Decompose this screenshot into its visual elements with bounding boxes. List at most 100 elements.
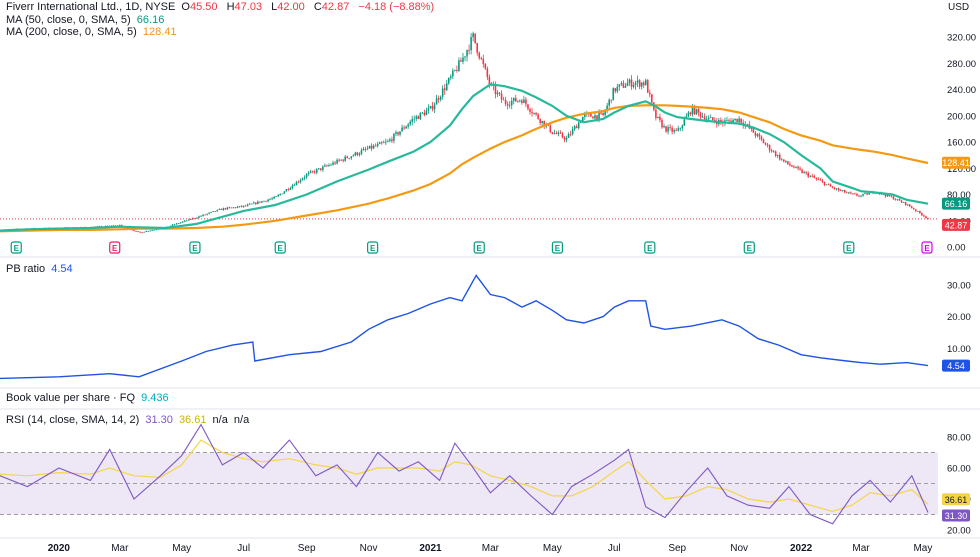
ma200-line xyxy=(0,104,929,233)
price-candle-body xyxy=(342,159,344,161)
price-candle-body xyxy=(441,88,444,97)
price-candle-body xyxy=(336,159,338,164)
rsi-value: 31.30 xyxy=(145,414,173,426)
price-candle-body xyxy=(730,120,732,123)
price-candle-body xyxy=(445,83,448,91)
price-candle-body xyxy=(917,211,919,212)
price-candle-body xyxy=(248,203,251,205)
price-candle-body xyxy=(143,231,145,233)
price-candle-body xyxy=(409,121,411,125)
price-candle-body xyxy=(494,86,497,95)
rsi-ma-line xyxy=(0,439,929,513)
earnings-marker-icon xyxy=(551,241,564,254)
price-candle-body xyxy=(701,116,704,118)
price-candle-body xyxy=(563,137,566,140)
earnings-marker-icon xyxy=(189,241,201,254)
price-candle-body xyxy=(218,209,221,210)
price-candle-body xyxy=(754,132,757,136)
price-candle-body xyxy=(683,119,686,126)
price-candle-body xyxy=(541,120,543,123)
price-candle-body xyxy=(271,198,273,200)
price-candle-body xyxy=(598,112,600,119)
price-candle-body xyxy=(472,33,474,38)
price-candle-body xyxy=(565,137,568,140)
price-candle-body xyxy=(628,79,631,83)
price-candle-body xyxy=(301,178,304,181)
price-candle-body xyxy=(246,204,249,206)
price-candle-body xyxy=(705,119,708,121)
price-candle-body xyxy=(590,113,592,117)
price-candle-body xyxy=(468,50,470,51)
price-candle-body xyxy=(226,207,229,210)
x-axis-tick: Jul xyxy=(237,543,250,554)
price-candle-body xyxy=(344,156,347,161)
price-candle-body xyxy=(569,134,572,135)
open-value: 45.50 xyxy=(189,1,218,13)
price-candle-body xyxy=(224,208,227,210)
price-candle-body xyxy=(797,166,799,169)
price-candle-body xyxy=(890,196,893,198)
bv-value: 9.436 xyxy=(141,392,169,404)
price-candle-body xyxy=(464,56,466,58)
price-candle-body xyxy=(831,186,834,188)
price-candle-body xyxy=(740,118,742,123)
price-candle-body xyxy=(581,116,584,122)
price-candle-body xyxy=(196,217,198,219)
price-candle-body xyxy=(567,134,570,138)
price-candle-body xyxy=(443,88,446,91)
x-axis-tick: 2022 xyxy=(790,543,813,554)
price-candle-body xyxy=(387,141,389,142)
price-candle-body xyxy=(602,112,604,115)
price-candle-body xyxy=(547,124,550,126)
price-candle-body xyxy=(380,142,383,144)
price-candle-body xyxy=(305,174,308,178)
pb-legend: PB ratio 4.54 xyxy=(6,263,76,276)
price-candle-body xyxy=(484,63,487,69)
price-candle-body xyxy=(659,116,661,121)
price-candle-body xyxy=(799,168,801,170)
ma50-label: MA (50, close, 0, SMA, 5) xyxy=(6,14,131,26)
price-candle-body xyxy=(785,161,787,162)
price-candle-body xyxy=(423,112,426,116)
price-candle-body xyxy=(720,119,722,122)
ma50-tag-text: 66.16 xyxy=(945,199,968,209)
price-candle-body xyxy=(350,156,353,159)
price-candle-body xyxy=(419,112,422,120)
price-candle-body xyxy=(521,100,523,103)
price-candle-body xyxy=(549,125,552,133)
price-candle-body xyxy=(649,92,651,95)
price-candle-body xyxy=(370,145,373,149)
high-value: 47.03 xyxy=(234,1,263,13)
price-candle-body xyxy=(385,141,387,143)
price-candle-body xyxy=(667,127,669,132)
rsi-na-1: n/a xyxy=(212,414,228,426)
earnings-marker-icon xyxy=(644,241,656,254)
price-candle-body xyxy=(244,205,247,207)
earnings-marker-icon xyxy=(843,241,855,254)
price-candle-body xyxy=(222,208,225,210)
price-candle-body xyxy=(253,202,255,204)
price-candle-body xyxy=(636,80,639,83)
earnings-marker-label: E xyxy=(112,244,118,253)
price-candle-body xyxy=(269,199,271,200)
price-candle-body xyxy=(181,221,184,223)
price-candle-body xyxy=(311,171,314,173)
rsi-ma-value: 36.61 xyxy=(178,414,207,426)
earnings-marker-label: E xyxy=(555,244,561,253)
price-candle-body xyxy=(770,150,773,152)
price-candle-body xyxy=(190,219,192,220)
earnings-marker-icon xyxy=(274,241,286,254)
open-label: O xyxy=(181,1,190,13)
price-axis-tick: 280.00 xyxy=(947,59,976,70)
price-candle-body xyxy=(194,218,196,219)
price-candle-body xyxy=(273,196,275,199)
currency-text: USD xyxy=(948,2,970,13)
price-candle-body xyxy=(279,193,282,195)
price-candle-body xyxy=(281,193,284,195)
price-candle-body xyxy=(789,164,791,166)
price-candle-body xyxy=(689,112,692,115)
rsi-axis-tick: 20.00 xyxy=(947,526,971,537)
price-candle-body xyxy=(458,60,460,71)
price-candle-body xyxy=(121,224,123,227)
